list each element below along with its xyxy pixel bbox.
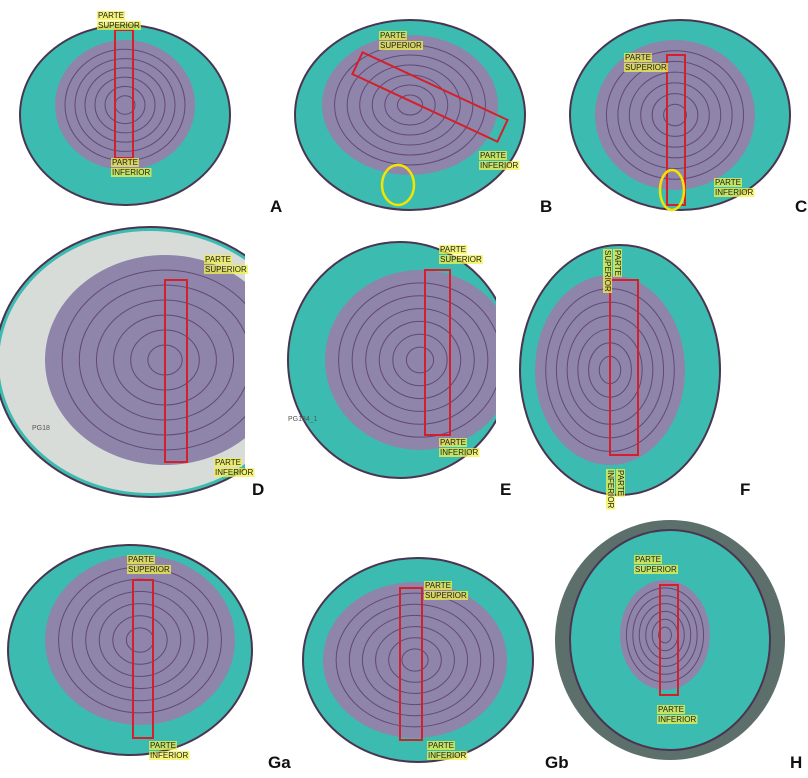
panel-letter: A bbox=[270, 197, 282, 216]
region-label: PARTE bbox=[150, 741, 176, 750]
cross-section bbox=[20, 25, 230, 205]
cross-section bbox=[570, 20, 790, 210]
cross-section bbox=[288, 242, 515, 478]
region-label: PARTE bbox=[658, 705, 684, 714]
heartwood bbox=[595, 40, 755, 190]
cross-section bbox=[520, 245, 720, 495]
region-label: PARTE bbox=[205, 255, 231, 264]
region-label: PARTE bbox=[112, 158, 138, 167]
region-label: PARTE bbox=[380, 31, 406, 40]
region-label: INFERIOR bbox=[215, 468, 253, 477]
region-label: INFERIOR bbox=[150, 751, 188, 760]
region-label: PARTE bbox=[425, 581, 451, 590]
region-label: PARTE bbox=[635, 555, 661, 564]
region-label: INFERIOR bbox=[440, 448, 478, 457]
region-label: INFERIOR bbox=[480, 161, 518, 170]
region-label: SUPERIOR bbox=[98, 21, 140, 30]
region-label: PARTE bbox=[440, 245, 466, 254]
panel-letter: D bbox=[252, 480, 264, 499]
panel-letter: E bbox=[500, 480, 511, 499]
heartwood bbox=[323, 582, 507, 738]
region-label: INFERIOR bbox=[606, 470, 615, 508]
region-label: PARTE bbox=[128, 555, 154, 564]
region-label: PARTE bbox=[440, 438, 466, 447]
region-label: PARTE bbox=[625, 53, 651, 62]
heartwood bbox=[55, 40, 195, 170]
region-label: SUPERIOR bbox=[128, 565, 170, 574]
panel-letter: F bbox=[740, 480, 750, 499]
cross-section bbox=[8, 545, 252, 755]
heartwood bbox=[620, 580, 710, 690]
figure: PARTESUPERIORPARTEINFERIORAPARTESUPERIOR… bbox=[0, 0, 808, 778]
region-label: SUPERIOR bbox=[205, 265, 247, 274]
region-label: SUPERIOR bbox=[635, 565, 677, 574]
region-label: PARTE bbox=[98, 11, 124, 20]
rotated-label: PARTEINFERIOR bbox=[606, 469, 625, 509]
region-label: SUPERIOR bbox=[440, 255, 482, 264]
heartwood bbox=[325, 270, 515, 450]
cross-section bbox=[0, 227, 305, 497]
sample-code: PG18 bbox=[32, 425, 50, 432]
region-label: SUPERIOR bbox=[380, 41, 422, 50]
region-label: SUPERIOR bbox=[425, 591, 467, 600]
region-label: INFERIOR bbox=[112, 168, 150, 177]
region-label: INFERIOR bbox=[715, 188, 753, 197]
panel-letter: B bbox=[540, 197, 552, 216]
region-label: PARTE bbox=[715, 178, 741, 187]
region-label: PARTE bbox=[428, 741, 454, 750]
region-label: SUPERIOR bbox=[625, 63, 667, 72]
panel-letter: Ga bbox=[268, 753, 291, 772]
panel: PARTESUPERIORPARTEINFERIORH bbox=[555, 520, 802, 772]
heartwood bbox=[322, 35, 498, 175]
region-label: SUPERIOR bbox=[603, 250, 612, 292]
sample-code: PG184_1 bbox=[288, 416, 318, 423]
region-label: PARTE bbox=[480, 151, 506, 160]
panel-letter: Gb bbox=[545, 753, 569, 772]
panel-letter: H bbox=[790, 753, 802, 772]
region-label: PARTE bbox=[616, 470, 625, 496]
panel-letter: C bbox=[795, 197, 807, 216]
region-label: PARTE bbox=[613, 250, 622, 276]
region-label: PARTE bbox=[215, 458, 241, 467]
panel: PARTESUPERIORPARTEINFERIORPG18D bbox=[0, 227, 305, 499]
region-label: INFERIOR bbox=[428, 751, 466, 760]
region-label: INFERIOR bbox=[658, 715, 696, 724]
